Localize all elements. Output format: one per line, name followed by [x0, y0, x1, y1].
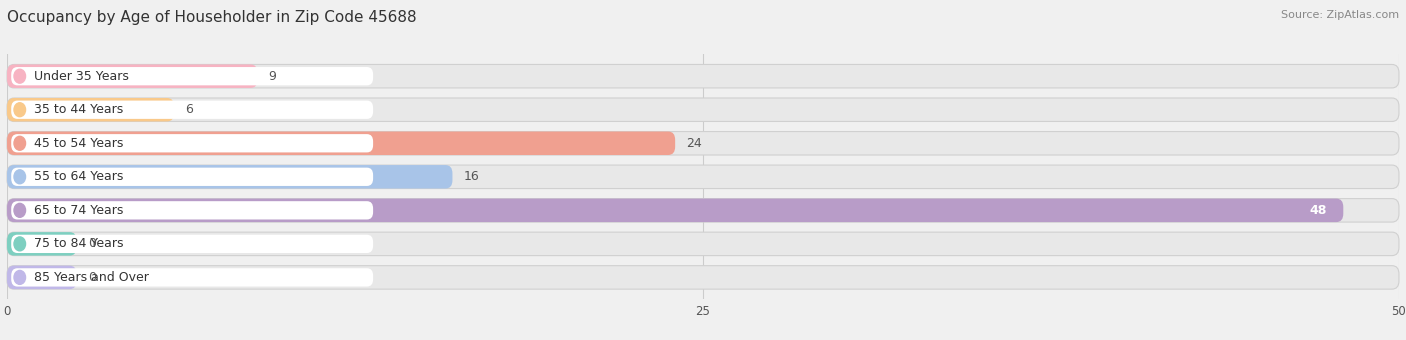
FancyBboxPatch shape: [7, 132, 1399, 155]
FancyBboxPatch shape: [7, 165, 1399, 189]
Text: 35 to 44 Years: 35 to 44 Years: [34, 103, 124, 116]
Text: 48: 48: [1309, 204, 1327, 217]
Text: 0: 0: [87, 271, 96, 284]
Circle shape: [14, 103, 25, 117]
FancyBboxPatch shape: [11, 235, 373, 253]
Circle shape: [14, 270, 25, 284]
Text: 16: 16: [464, 170, 479, 183]
Circle shape: [14, 237, 25, 251]
FancyBboxPatch shape: [11, 67, 373, 85]
Circle shape: [14, 136, 25, 150]
FancyBboxPatch shape: [7, 232, 1399, 256]
Circle shape: [14, 203, 25, 217]
FancyBboxPatch shape: [7, 266, 77, 289]
FancyBboxPatch shape: [7, 98, 1399, 121]
FancyBboxPatch shape: [11, 201, 373, 220]
Text: 85 Years and Over: 85 Years and Over: [34, 271, 149, 284]
FancyBboxPatch shape: [7, 98, 174, 121]
Text: 55 to 64 Years: 55 to 64 Years: [34, 170, 124, 183]
FancyBboxPatch shape: [11, 101, 373, 119]
FancyBboxPatch shape: [7, 132, 675, 155]
FancyBboxPatch shape: [11, 168, 373, 186]
Text: 9: 9: [269, 70, 277, 83]
Text: Source: ZipAtlas.com: Source: ZipAtlas.com: [1281, 10, 1399, 20]
Text: Under 35 Years: Under 35 Years: [34, 70, 129, 83]
Text: 24: 24: [686, 137, 702, 150]
Text: 45 to 54 Years: 45 to 54 Years: [34, 137, 124, 150]
FancyBboxPatch shape: [7, 266, 1399, 289]
FancyBboxPatch shape: [11, 134, 373, 152]
Text: 65 to 74 Years: 65 to 74 Years: [34, 204, 124, 217]
FancyBboxPatch shape: [7, 199, 1399, 222]
Text: 0: 0: [87, 237, 96, 250]
FancyBboxPatch shape: [7, 165, 453, 189]
Text: Occupancy by Age of Householder in Zip Code 45688: Occupancy by Age of Householder in Zip C…: [7, 10, 416, 25]
FancyBboxPatch shape: [7, 232, 77, 256]
FancyBboxPatch shape: [11, 268, 373, 287]
FancyBboxPatch shape: [7, 65, 1399, 88]
Text: 6: 6: [186, 103, 193, 116]
Circle shape: [14, 170, 25, 184]
Text: 75 to 84 Years: 75 to 84 Years: [34, 237, 124, 250]
Circle shape: [14, 69, 25, 83]
FancyBboxPatch shape: [7, 199, 1343, 222]
FancyBboxPatch shape: [7, 65, 257, 88]
